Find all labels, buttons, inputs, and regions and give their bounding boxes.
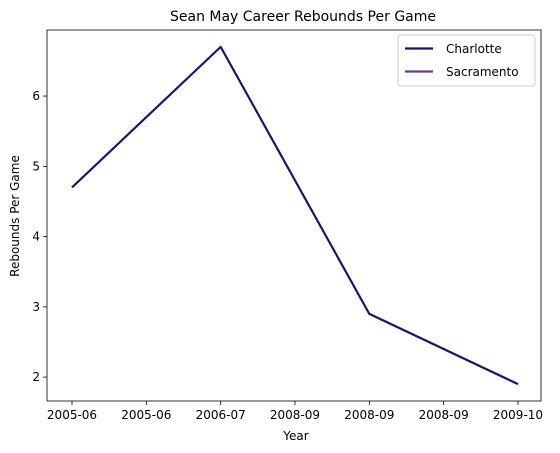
y-tick-label: 5 [32,159,40,173]
series-line-charlotte [72,47,518,384]
plot-area: 2005-06 2005-06 2006-07 2008-09 2008-09 2008-… [32,30,543,422]
x-tick-label: 2008-09 [344,408,394,422]
legend-label-charlotte: Charlotte [446,42,502,56]
y-tick-label: 3 [32,300,40,314]
legend: Charlotte Sacramento [398,35,535,86]
y-axis-label: Rebounds Per Game [8,155,22,277]
x-tick-label: 2009-10 [493,408,543,422]
x-axis-label: Year [282,429,308,443]
y-tick-label: 6 [32,89,40,103]
x-tick-label: 2006-07 [196,408,246,422]
x-tick-label: 2008-09 [419,408,469,422]
y-tick-label: 4 [32,230,40,244]
chart-title: Sean May Career Rebounds Per Game [170,9,436,25]
legend-label-sacramento: Sacramento [446,65,519,79]
x-tick-label: 2005-06 [47,408,97,422]
x-tick-label: 2005-06 [121,408,171,422]
x-tick-label: 2008-09 [270,408,320,422]
y-tick-label: 2 [32,370,40,384]
